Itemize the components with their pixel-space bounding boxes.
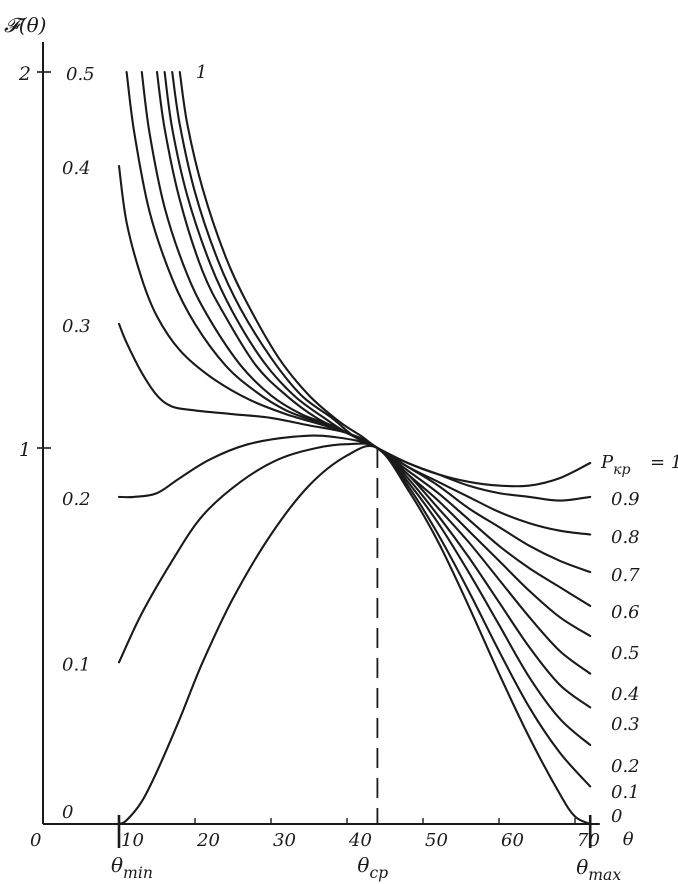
right-label-0.1: 0.1 [611, 782, 640, 803]
right-label-0.2: 0.2 [611, 756, 640, 777]
theta-cp-label: θcp [357, 853, 388, 882]
curve-p-1 [178, 70, 592, 488]
axes [37, 42, 600, 848]
curve-p-0.4 [117, 164, 592, 675]
x-tick-label: 70 [577, 830, 600, 851]
left-label-0.3: 0.3 [62, 316, 91, 337]
right-label-0.4: 0.4 [611, 684, 640, 705]
origin-label: 0 [30, 830, 41, 851]
curve-p-0.9 [171, 70, 592, 502]
x-tick-label: 60 [501, 830, 524, 851]
right-label-0.3: 0.3 [611, 714, 640, 735]
x-tick-label: 50 [425, 830, 448, 851]
theta-max-label: θmax [576, 855, 621, 884]
theta-min-label: θmin [111, 853, 153, 882]
x-tick-label: 20 [196, 830, 220, 851]
left-label-0.2: 0.2 [62, 489, 91, 510]
y-tick-label: 2 [18, 63, 31, 85]
left-label-0.4: 0.4 [62, 158, 91, 179]
right-label-0: 0 [611, 806, 622, 827]
right-label-0.9: 0.9 [611, 489, 640, 510]
left-label-0.5: 0.5 [66, 64, 95, 85]
left-label-0.1: 0.1 [62, 654, 91, 675]
x-tick-label: 30 [273, 830, 296, 851]
right-label-0.8: 0.8 [611, 527, 640, 548]
y-tick-label: 1 [19, 439, 31, 461]
right-label-0.6: 0.6 [611, 602, 640, 623]
left-label-0: 0 [62, 802, 73, 823]
curve-p-0.5 [125, 70, 592, 638]
right-label-param: Pкр [600, 452, 631, 478]
x-axis-label: θ [623, 829, 634, 850]
left-label-1: 1 [196, 62, 207, 83]
curve-p-0 [117, 444, 592, 826]
x-tick-label: 10 [121, 830, 144, 851]
curve-p-0.8 [163, 70, 592, 536]
right-label-0.5: 0.5 [611, 643, 640, 664]
curve-p-0.6 [140, 70, 592, 607]
curves [117, 70, 592, 826]
curve-p-0.3 [117, 322, 592, 709]
x-tick-label: 40 [348, 830, 372, 851]
right-label-0.7: 0.7 [611, 565, 640, 586]
curve-p-0.2 [117, 434, 592, 747]
y-axis-label: 𝓕(θ) [4, 13, 46, 37]
right-label-1: = 1 [650, 452, 678, 473]
